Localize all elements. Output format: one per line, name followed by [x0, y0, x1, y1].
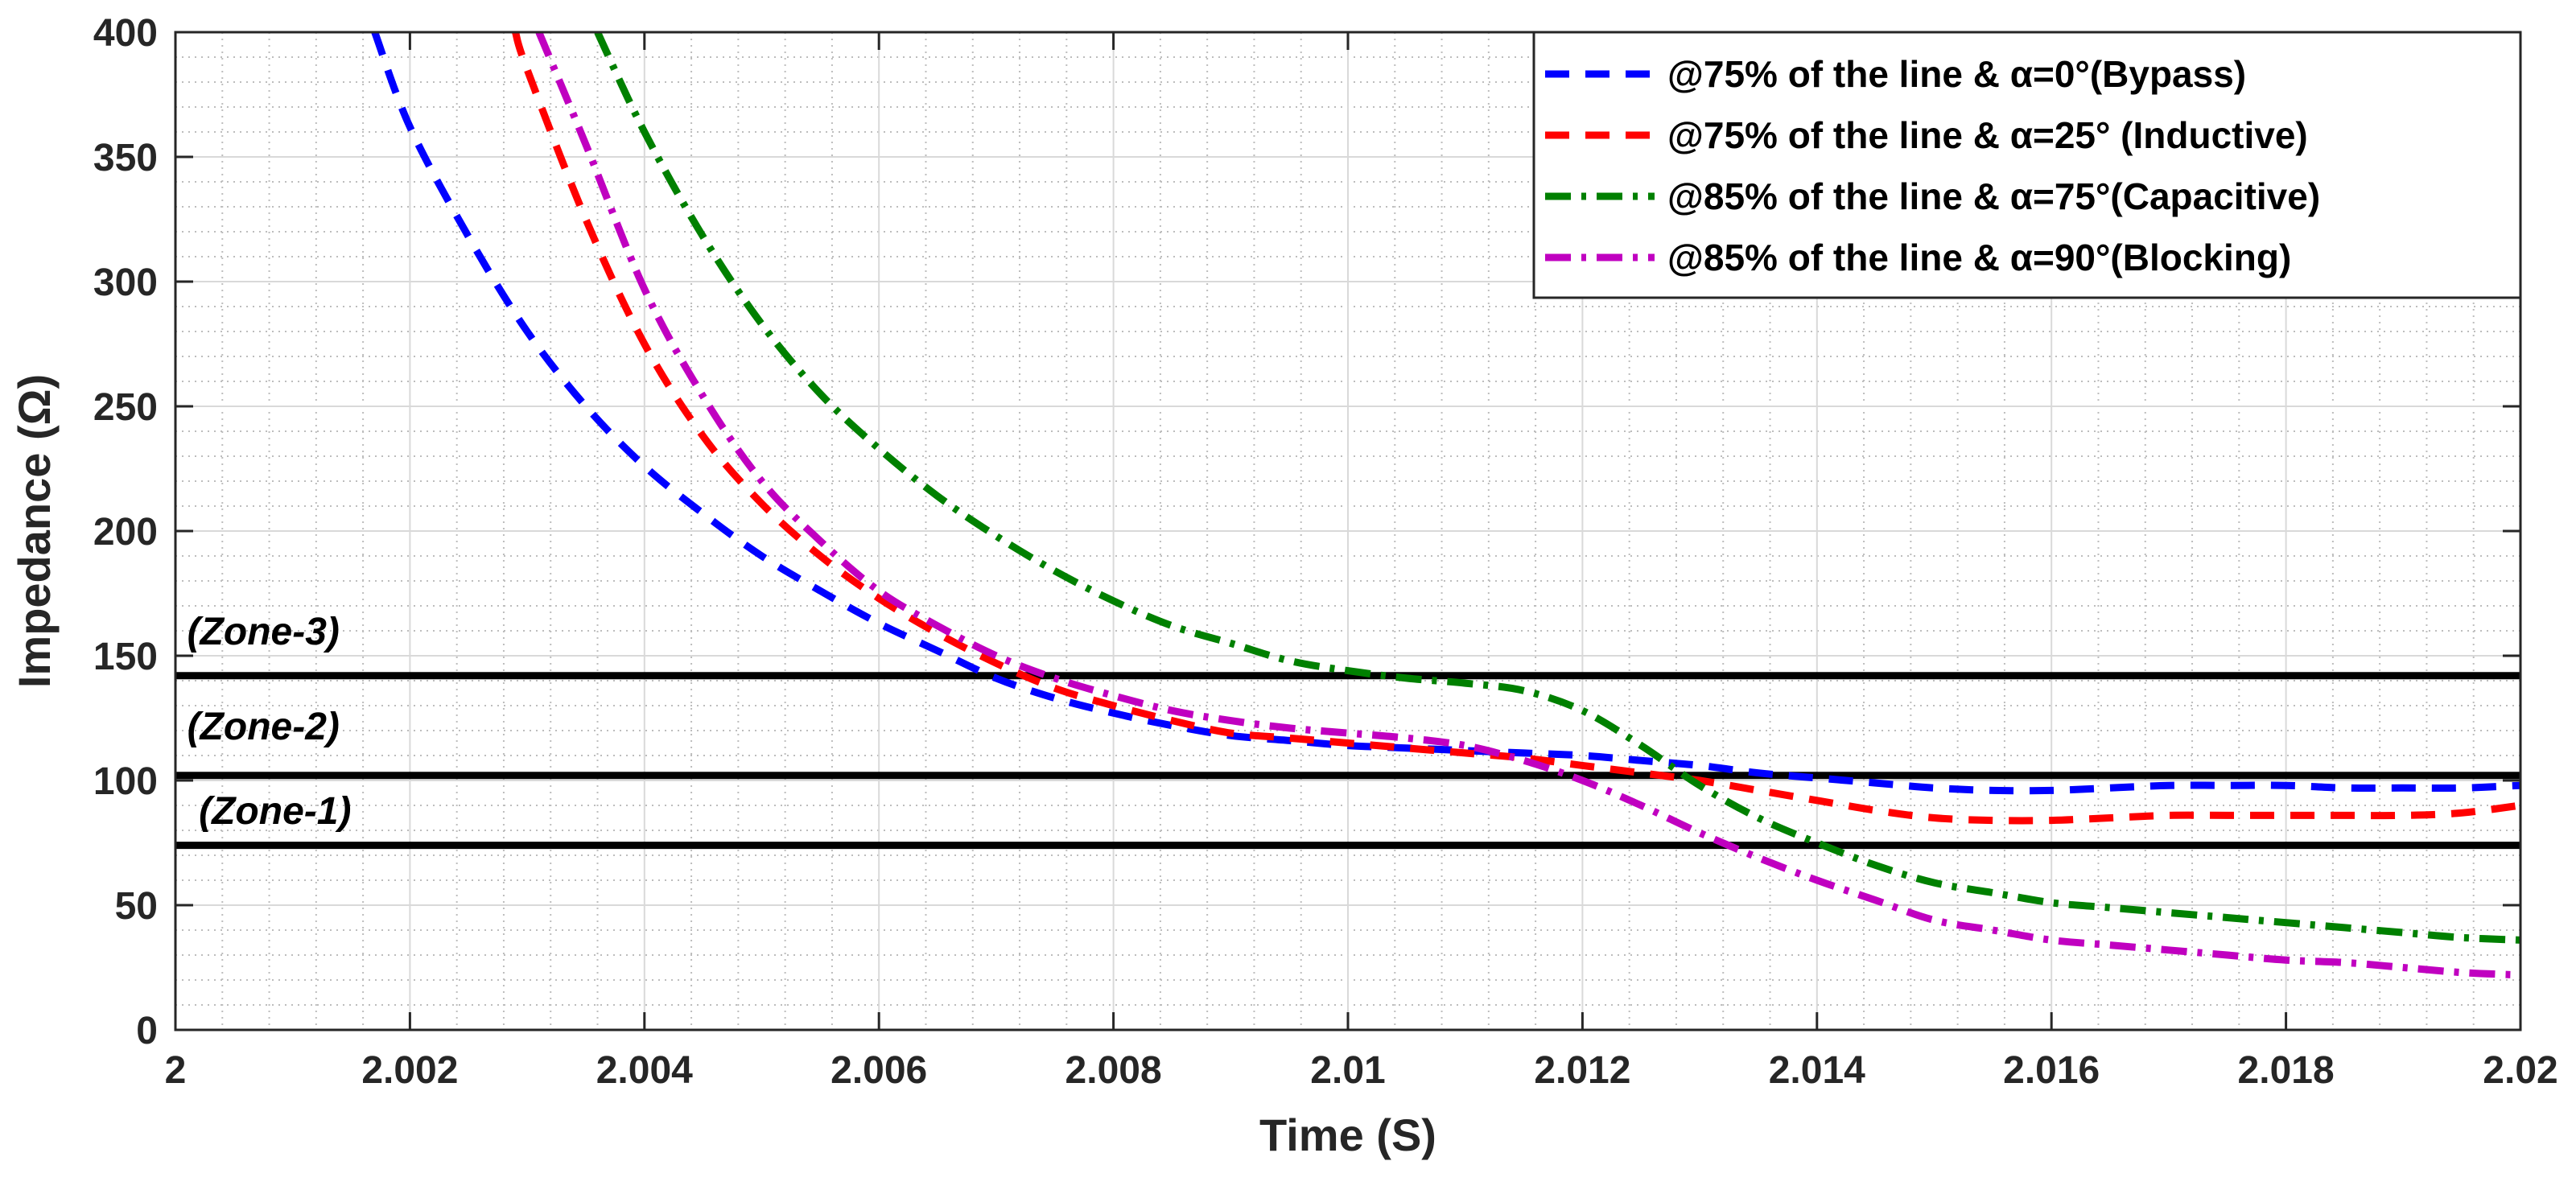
- zone-label-zone-1: (Zone-1): [199, 790, 351, 833]
- zone-labels: (Zone-3) (Zone-2) (Zone-1): [188, 611, 352, 833]
- series-lines: [371, 32, 2520, 979]
- legend-item-4: @85% of the line & α=90°(Blocking): [1545, 237, 2291, 278]
- y-tick-labels: 0 50 100 150 200 250 300 350 400: [93, 12, 158, 1052]
- x-tick-label: 2.016: [2003, 1049, 2100, 1092]
- series-line-2: [512, 32, 2520, 825]
- y-tick-label: 300: [93, 261, 158, 304]
- series-line-3: [594, 32, 2520, 944]
- x-tick-label: 2.008: [1065, 1049, 1162, 1092]
- y-tick-label: 250: [93, 386, 158, 429]
- legend-label: @75% of the line & α=0°(Bypass): [1667, 53, 2246, 95]
- x-tick-label: 2.014: [1769, 1049, 1865, 1092]
- x-tick-labels: 2 2.002 2.004 2.006 2.008 2.01 2.012 2.014 2.016…: [165, 1049, 2558, 1092]
- legend-item-1: @75% of the line & α=0°(Bypass): [1545, 53, 2246, 95]
- legend-item-3: @85% of the line & α=75°(Capacitive): [1545, 175, 2320, 217]
- legend-label: @75% of the line & α=25° (Inductive): [1667, 114, 2308, 156]
- zone-reference-lines: [175, 672, 2520, 850]
- x-tick-label: 2.01: [1310, 1049, 1385, 1092]
- legend: @75% of the line & α=0°(Bypass) @75% of t…: [1532, 31, 2522, 299]
- y-tick-label: 50: [115, 885, 158, 928]
- x-tick-label: 2.004: [596, 1049, 693, 1092]
- legend-label: @85% of the line & α=90°(Blocking): [1667, 237, 2291, 278]
- y-tick-label: 350: [93, 137, 158, 179]
- x-tick-label: 2.02: [2483, 1049, 2557, 1092]
- x-tick-label: 2.002: [361, 1049, 458, 1092]
- legend-item-2: @75% of the line & α=25° (Inductive): [1545, 114, 2308, 156]
- x-tick-label: 2.006: [831, 1049, 927, 1092]
- series-line-4: [535, 32, 2520, 979]
- y-tick-label: 400: [93, 12, 158, 55]
- y-tick-label: 200: [93, 511, 158, 554]
- y-tick-label: 150: [93, 636, 158, 678]
- zone-label-zone-3: (Zone-3): [188, 611, 340, 653]
- x-tick-label: 2: [165, 1049, 187, 1092]
- x-axis-title: Time (S): [1259, 1110, 1436, 1160]
- x-tick-label: 2.012: [1534, 1049, 1630, 1092]
- y-tick-label: 0: [136, 1010, 158, 1052]
- x-tick-label: 2.018: [2238, 1049, 2335, 1092]
- legend-box: [1532, 31, 2522, 299]
- legend-label: @85% of the line & α=75°(Capacitive): [1667, 175, 2320, 217]
- y-tick-label: 100: [93, 760, 158, 803]
- y-axis-title: Impedance (Ω): [9, 374, 60, 688]
- zone-label-zone-2: (Zone-2): [188, 706, 340, 748]
